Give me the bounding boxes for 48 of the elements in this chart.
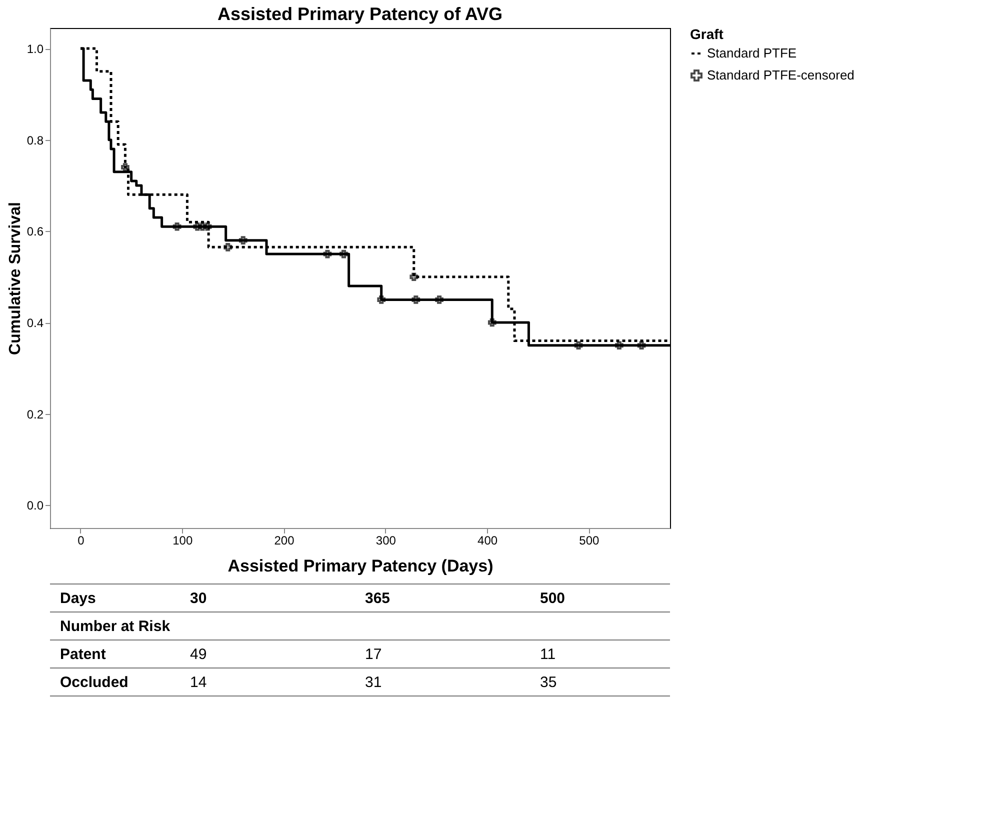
- x-tick-label: 500: [579, 534, 600, 548]
- y-tick-label: 0.6: [26, 224, 44, 239]
- text: 365: [365, 590, 390, 607]
- y-tick-label: 1.0: [26, 42, 44, 56]
- x-tick-label: 200: [274, 534, 295, 548]
- y-tick-label: 0.0: [26, 498, 44, 513]
- point: [224, 243, 232, 252]
- point: [615, 341, 624, 350]
- text: Occluded: [60, 674, 128, 691]
- text: Patent: [60, 646, 106, 663]
- point: [340, 250, 348, 258]
- legend-label: Standard PTFE: [707, 46, 797, 60]
- point: [377, 296, 386, 304]
- text: Number at Risk: [60, 618, 171, 635]
- point: [238, 236, 248, 244]
- point: [198, 222, 207, 231]
- point: [323, 250, 332, 258]
- text: 49: [190, 646, 207, 663]
- point: [412, 296, 420, 304]
- y-tick-label: 0.2: [26, 407, 44, 422]
- point: [203, 222, 212, 231]
- text: 500: [540, 590, 566, 607]
- x-tick-label: 300: [376, 534, 396, 548]
- point: [488, 318, 496, 327]
- point: [637, 341, 646, 350]
- point: [574, 341, 583, 350]
- x-tick-label: 0: [78, 534, 85, 548]
- x-tick-label: 400: [478, 534, 498, 548]
- text: Days: [60, 590, 96, 607]
- text: 35: [540, 674, 557, 691]
- text: 14: [190, 674, 207, 691]
- text: 11: [540, 646, 556, 663]
- text: 17: [365, 646, 382, 663]
- legend-title: Graft: [690, 26, 724, 42]
- y-tick-label: 0.8: [26, 133, 44, 148]
- chart-title: Assisted Primary Patency of AVG: [217, 4, 503, 24]
- point: [172, 222, 182, 231]
- y-tick-label: 0.4: [26, 316, 44, 330]
- point: [121, 163, 130, 172]
- point: [193, 222, 202, 231]
- text: 30: [190, 590, 207, 607]
- point: [435, 296, 444, 304]
- legend-label: Standard PTFE-censored: [707, 68, 854, 82]
- x-axis-title: Assisted Primary Patency (Days): [228, 556, 494, 576]
- x-tick-label: 100: [172, 534, 193, 548]
- point: [410, 272, 418, 282]
- text: 31: [365, 674, 382, 691]
- y-axis-title: Cumulative Survival: [6, 202, 24, 355]
